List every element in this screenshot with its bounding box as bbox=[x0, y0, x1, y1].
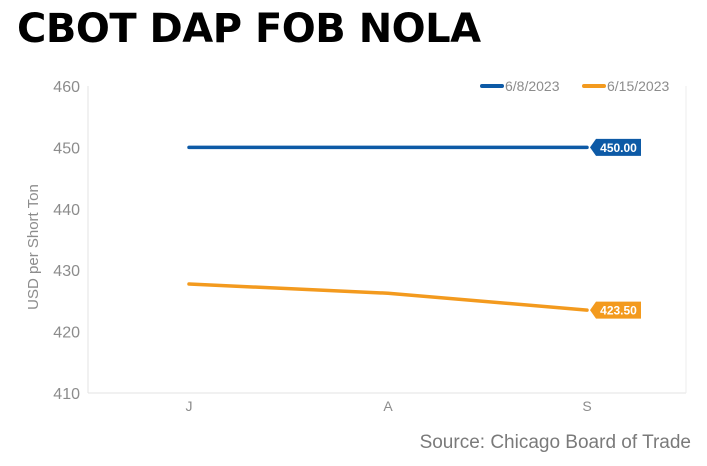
series-line bbox=[187, 282, 589, 312]
y-tick-label: 430 bbox=[53, 263, 80, 280]
chart-title: CBOT DAP FOB NOLA bbox=[17, 6, 481, 52]
end-label-badge bbox=[590, 138, 641, 156]
legend-label: 6/8/2023 bbox=[505, 78, 560, 94]
y-tick-label: 450 bbox=[53, 140, 80, 157]
legend: 6/8/2023 6/15/2023 bbox=[480, 78, 669, 94]
y-tick-label: 420 bbox=[53, 325, 80, 342]
legend-item: 6/15/2023 bbox=[582, 78, 669, 94]
y-tick-label: 460 bbox=[53, 79, 80, 96]
end-value-labels: 450.00 423.50 bbox=[590, 138, 641, 319]
y-axis-title: USD per Short Ton bbox=[25, 184, 42, 310]
x-tick-label: A bbox=[383, 398, 393, 414]
y-tick-labels: 410 420 430 440 450 460 bbox=[53, 79, 80, 403]
y-tick-label: 410 bbox=[53, 386, 80, 403]
end-value-label: 423.50 bbox=[590, 301, 641, 319]
x-tick-label: S bbox=[582, 398, 591, 414]
source-note: Source: Chicago Board of Trade bbox=[419, 432, 691, 453]
legend-item: 6/8/2023 bbox=[480, 78, 560, 94]
end-label-text: 423.50 bbox=[600, 304, 637, 318]
series-lines bbox=[187, 145, 589, 312]
legend-label: 6/15/2023 bbox=[607, 78, 669, 94]
x-tick-label: J bbox=[186, 398, 193, 414]
end-value-label: 450.00 bbox=[590, 138, 641, 156]
y-tick-label: 440 bbox=[53, 202, 80, 219]
end-label-text: 450.00 bbox=[600, 141, 637, 155]
end-label-badge bbox=[590, 301, 641, 319]
